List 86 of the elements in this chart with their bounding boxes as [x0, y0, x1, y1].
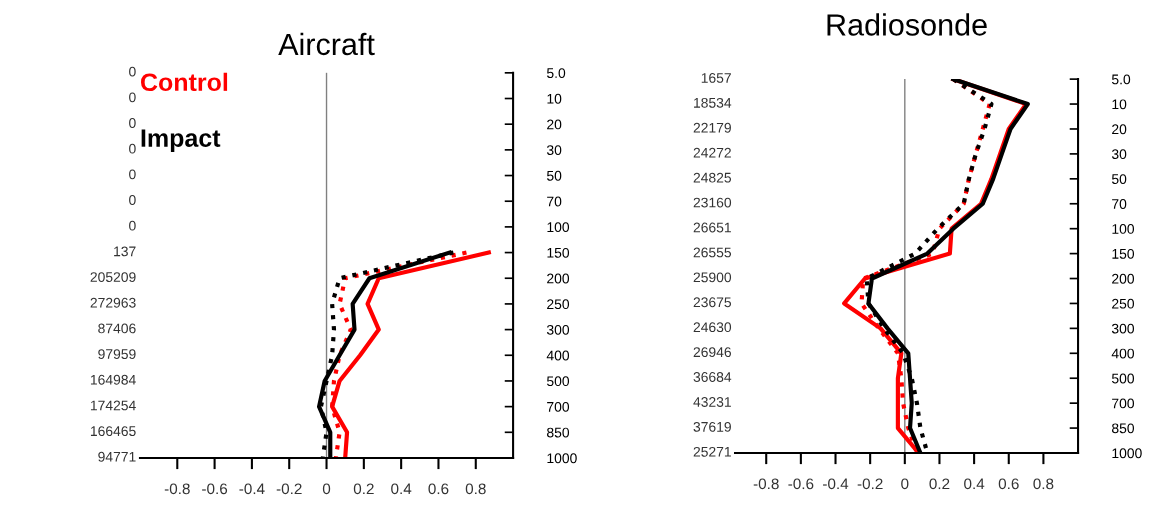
- y2-tick-label: 26651: [693, 222, 731, 233]
- y2-tick-label: 0: [129, 118, 136, 128]
- y-tick-label: 5.0: [1111, 74, 1131, 85]
- y2-tick-label: 23675: [693, 297, 732, 308]
- x-tick-label: -0.4: [239, 483, 265, 495]
- x-tick-label: -0.6: [788, 478, 814, 490]
- x-tick-label: -0.2: [276, 483, 302, 495]
- x-tick-label: 0.4: [391, 483, 412, 495]
- y2-tick-label: 37619: [693, 421, 731, 432]
- x-tick-label: 0.8: [465, 483, 486, 495]
- y-tick-label: 20: [1112, 124, 1127, 135]
- y-tick-label: 700: [547, 401, 570, 412]
- y2-tick-label: 43231: [693, 397, 731, 407]
- x-tick-label: -0.8: [164, 483, 190, 495]
- x-tick-label: -0.6: [202, 483, 228, 495]
- y-tick-label: 150: [1112, 248, 1135, 259]
- y-tick-label: 200: [1112, 273, 1135, 284]
- y2-tick-label: 0: [129, 66, 136, 77]
- x-tick-label: -0.2: [857, 478, 883, 490]
- y-tick-label: 250: [1112, 298, 1135, 309]
- y2-tick-label: 0: [129, 195, 136, 205]
- chart-title: Aircraft: [278, 32, 375, 56]
- y-tick-label: 100: [547, 222, 570, 233]
- y-tick-label: 150: [547, 247, 570, 258]
- y-tick-label: 30: [1111, 149, 1127, 160]
- y-tick-label: 70: [1112, 199, 1127, 209]
- y-tick-label: 500: [546, 376, 570, 387]
- y-tick-label: 300: [546, 324, 570, 335]
- y2-tick-label: 1657: [701, 73, 731, 83]
- y2-tick-label: 0: [129, 92, 136, 103]
- x-tick-label: -0.4: [823, 478, 849, 490]
- y2-tick-label: 25900: [693, 272, 732, 283]
- y2-tick-label: 26946: [693, 347, 731, 358]
- y2-tick-label: 36684: [693, 372, 732, 382]
- y-tick-label: 850: [1111, 423, 1135, 434]
- y-tick-label: 400: [546, 350, 570, 361]
- y2-tick-label: 166465: [90, 426, 136, 437]
- x-tick-label: 0: [322, 483, 331, 495]
- x-tick-label: 0.8: [1033, 478, 1054, 490]
- y2-tick-label: 272963: [90, 297, 136, 308]
- y2-tick-label: 164984: [90, 374, 136, 385]
- y2-tick-label: 97959: [98, 349, 136, 359]
- y2-tick-label: 205209: [90, 272, 136, 282]
- chart-title: Radiosonde: [827, 13, 987, 36]
- text: Impact: [141, 129, 221, 152]
- x-tick-label: 0.6: [428, 483, 449, 495]
- y-tick-label: 500: [1111, 373, 1135, 384]
- y-tick-label: 300: [1111, 323, 1135, 334]
- x-tick-label: 0.4: [964, 478, 985, 490]
- y2-tick-label: 24272: [693, 147, 731, 158]
- y-tick-label: 1000: [1112, 448, 1142, 459]
- y2-tick-label: 23160: [693, 197, 732, 208]
- x-tick-label: 0: [901, 478, 909, 490]
- y-tick-label: 1000: [547, 453, 577, 464]
- y-tick-label: 100: [1112, 224, 1135, 234]
- x-tick-label: 0.6: [998, 478, 1019, 490]
- y-tick-label: 10: [547, 93, 562, 104]
- y-tick-label: 10: [1112, 99, 1127, 110]
- y2-tick-label: 87406: [98, 323, 136, 334]
- y-tick-label: 50: [546, 170, 562, 181]
- y-tick-label: 70: [547, 196, 562, 207]
- x-tick-label: 0.2: [929, 478, 950, 490]
- y-tick-label: 200: [547, 273, 570, 284]
- y-tick-label: 5.0: [546, 68, 566, 79]
- x-tick-label: -0.8: [753, 478, 779, 490]
- y2-tick-label: 24825: [693, 172, 732, 183]
- y2-tick-label: 137: [114, 246, 136, 257]
- y2-tick-label: 24630: [693, 322, 732, 333]
- y2-tick-label: 26555: [693, 247, 732, 258]
- y-tick-label: 400: [1111, 348, 1135, 359]
- y-tick-label: 250: [547, 299, 570, 310]
- y2-tick-label: 0: [129, 169, 136, 180]
- x-tick-label: 0.2: [353, 483, 374, 495]
- text: Control: [141, 72, 228, 92]
- y-tick-label: 30: [546, 145, 562, 156]
- y2-tick-label: 94771: [98, 451, 136, 462]
- y2-tick-label: 18534: [694, 97, 732, 108]
- y2-tick-label: 0: [129, 220, 136, 231]
- y2-tick-label: 0: [129, 143, 136, 154]
- y-tick-label: 50: [1111, 174, 1127, 184]
- y2-tick-label: 25271: [693, 446, 731, 457]
- y2-tick-label: 174254: [90, 400, 136, 411]
- y-tick-label: 850: [547, 427, 570, 438]
- y-tick-label: 700: [1112, 398, 1135, 409]
- y-tick-label: 20: [547, 119, 562, 130]
- y2-tick-label: 22179: [693, 122, 731, 133]
